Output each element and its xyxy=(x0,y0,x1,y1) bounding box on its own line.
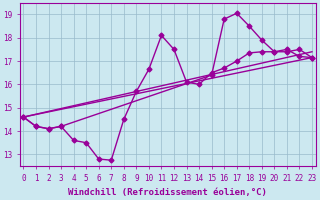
X-axis label: Windchill (Refroidissement éolien,°C): Windchill (Refroidissement éolien,°C) xyxy=(68,188,267,197)
